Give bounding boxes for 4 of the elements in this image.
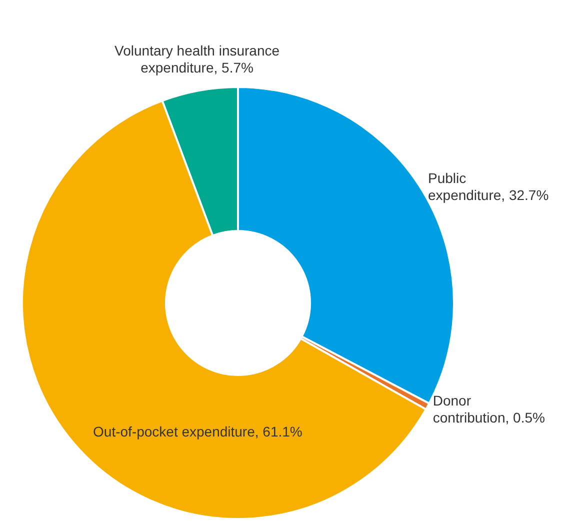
- slice-label: Voluntary health insurance expenditure, 5.7%: [114, 42, 280, 76]
- slice-label: Public expenditure, 32.7%: [428, 170, 549, 204]
- slice-label: Donor contribution, 0.5%: [432, 392, 545, 426]
- slice-label: Out-of-pocket expenditure, 61.1%: [93, 423, 302, 440]
